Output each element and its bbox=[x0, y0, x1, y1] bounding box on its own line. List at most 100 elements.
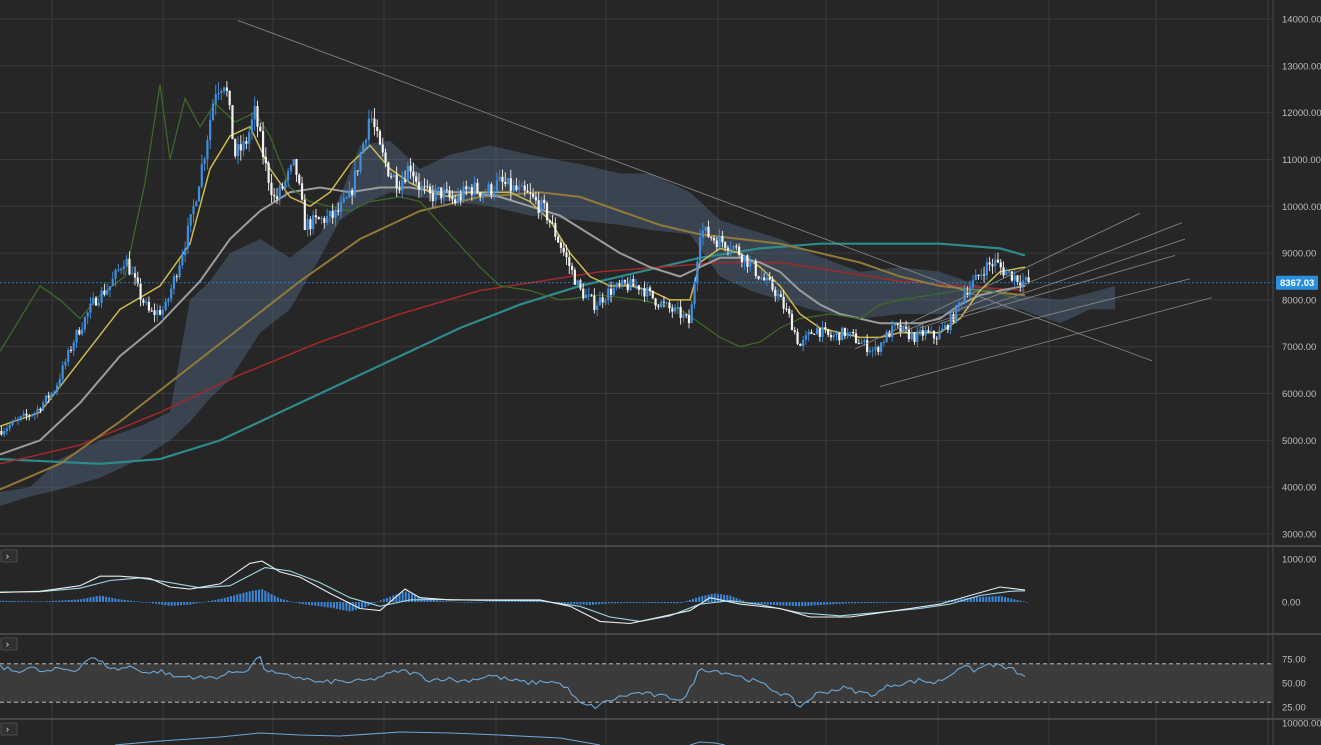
candle bbox=[849, 331, 852, 338]
candle bbox=[320, 215, 323, 225]
candle bbox=[89, 296, 92, 319]
candle bbox=[245, 136, 248, 150]
macd-histogram-bar bbox=[744, 601, 747, 603]
trendline[interactable] bbox=[919, 238, 1186, 329]
macd-histogram-bar bbox=[723, 594, 726, 602]
macd-histogram-bar bbox=[748, 602, 751, 603]
candle bbox=[484, 188, 487, 195]
candle bbox=[437, 187, 440, 192]
candle bbox=[749, 256, 752, 272]
candle bbox=[1021, 272, 1025, 294]
macd-histogram-bar bbox=[810, 602, 813, 606]
trendline[interactable] bbox=[939, 254, 1176, 324]
candle bbox=[590, 293, 593, 297]
candle bbox=[868, 347, 872, 355]
macd-histogram-bar bbox=[8, 600, 11, 602]
trendline[interactable] bbox=[879, 297, 1213, 387]
macd-histogram-bar bbox=[479, 601, 482, 603]
trendline[interactable] bbox=[854, 212, 1141, 350]
macd-histogram-bar bbox=[2, 600, 5, 602]
candle bbox=[827, 328, 830, 338]
candle bbox=[175, 273, 178, 282]
volume-collapse-button[interactable]: › bbox=[0, 722, 18, 736]
macd-histogram-bar bbox=[782, 602, 785, 606]
volume-panel[interactable] bbox=[114, 731, 726, 745]
candle bbox=[838, 332, 841, 345]
candle bbox=[281, 182, 284, 191]
sma-teal-line bbox=[0, 242, 1026, 465]
candle bbox=[25, 409, 28, 421]
candle bbox=[796, 328, 799, 346]
macd-histogram-bar bbox=[598, 602, 601, 605]
macd-histogram-bar bbox=[205, 601, 207, 603]
macd-histogram-bar bbox=[798, 602, 801, 607]
price-tick-label: 12000.00 bbox=[1282, 108, 1321, 119]
candle bbox=[189, 214, 192, 233]
macd-histogram-bar bbox=[130, 600, 133, 602]
macd-histogram-bar bbox=[538, 601, 541, 602]
candle bbox=[932, 330, 936, 345]
macd-histogram-bar bbox=[77, 599, 80, 602]
trendline[interactable] bbox=[237, 19, 1153, 362]
trendline[interactable] bbox=[899, 222, 1183, 334]
candle bbox=[512, 180, 515, 194]
price-panel[interactable] bbox=[0, 19, 1273, 506]
macd-histogram-bar bbox=[629, 602, 632, 603]
candle bbox=[877, 345, 880, 356]
macd-histogram-bar bbox=[685, 600, 688, 602]
candle bbox=[668, 299, 671, 313]
macd-histogram-bar bbox=[701, 595, 704, 602]
macd-histogram-bar bbox=[17, 601, 20, 602]
price-tick-label: 5000.00 bbox=[1282, 436, 1316, 447]
candle bbox=[197, 185, 201, 202]
candle bbox=[810, 329, 813, 335]
candle bbox=[740, 253, 743, 268]
macd-histogram-bar bbox=[676, 602, 679, 604]
macd-histogram-bar bbox=[829, 602, 832, 605]
candle bbox=[39, 407, 42, 414]
macd-histogram-bar bbox=[67, 600, 70, 602]
candle bbox=[693, 277, 696, 309]
macd-histogram-bar bbox=[807, 602, 810, 606]
macd-histogram-bar bbox=[863, 602, 866, 604]
macd-histogram-bar bbox=[492, 600, 495, 602]
macd-histogram-bar bbox=[245, 592, 248, 602]
candle bbox=[373, 108, 376, 136]
macd-histogram-bar bbox=[298, 602, 301, 604]
candle bbox=[298, 173, 301, 186]
rsi-panel[interactable] bbox=[0, 655, 1273, 710]
macd-histogram-bar bbox=[454, 601, 457, 603]
candle bbox=[818, 328, 821, 342]
macd-histogram-bar bbox=[835, 602, 838, 605]
rsi-collapse-button[interactable]: › bbox=[0, 637, 18, 651]
macd-histogram-bar bbox=[535, 600, 538, 602]
candle bbox=[417, 173, 421, 198]
macd-histogram-bar bbox=[588, 602, 591, 606]
candle bbox=[626, 277, 629, 293]
macd-histogram-bar bbox=[170, 602, 173, 606]
macd-histogram-bar bbox=[229, 596, 232, 602]
macd-histogram-bar bbox=[626, 602, 629, 604]
candle bbox=[941, 322, 944, 331]
macd-histogram-bar bbox=[994, 596, 997, 602]
macd-panel[interactable] bbox=[0, 560, 1028, 625]
candle bbox=[220, 88, 223, 101]
candle bbox=[401, 171, 404, 199]
candle bbox=[448, 185, 451, 201]
rsi-tick-label: 75.00 bbox=[1282, 655, 1306, 666]
candle bbox=[467, 185, 471, 192]
candle bbox=[1027, 269, 1030, 284]
trendline[interactable] bbox=[959, 278, 1191, 338]
macd-histogram-bar bbox=[732, 596, 735, 602]
candle bbox=[699, 228, 702, 268]
candle bbox=[364, 138, 368, 151]
macd-histogram-bar bbox=[922, 602, 925, 603]
candle bbox=[910, 328, 913, 341]
candle bbox=[362, 140, 365, 154]
candle bbox=[61, 361, 64, 384]
price-tick-label: 7000.00 bbox=[1282, 342, 1316, 353]
macd-collapse-button[interactable]: › bbox=[0, 549, 18, 563]
candle bbox=[119, 267, 123, 274]
candle bbox=[19, 415, 22, 422]
